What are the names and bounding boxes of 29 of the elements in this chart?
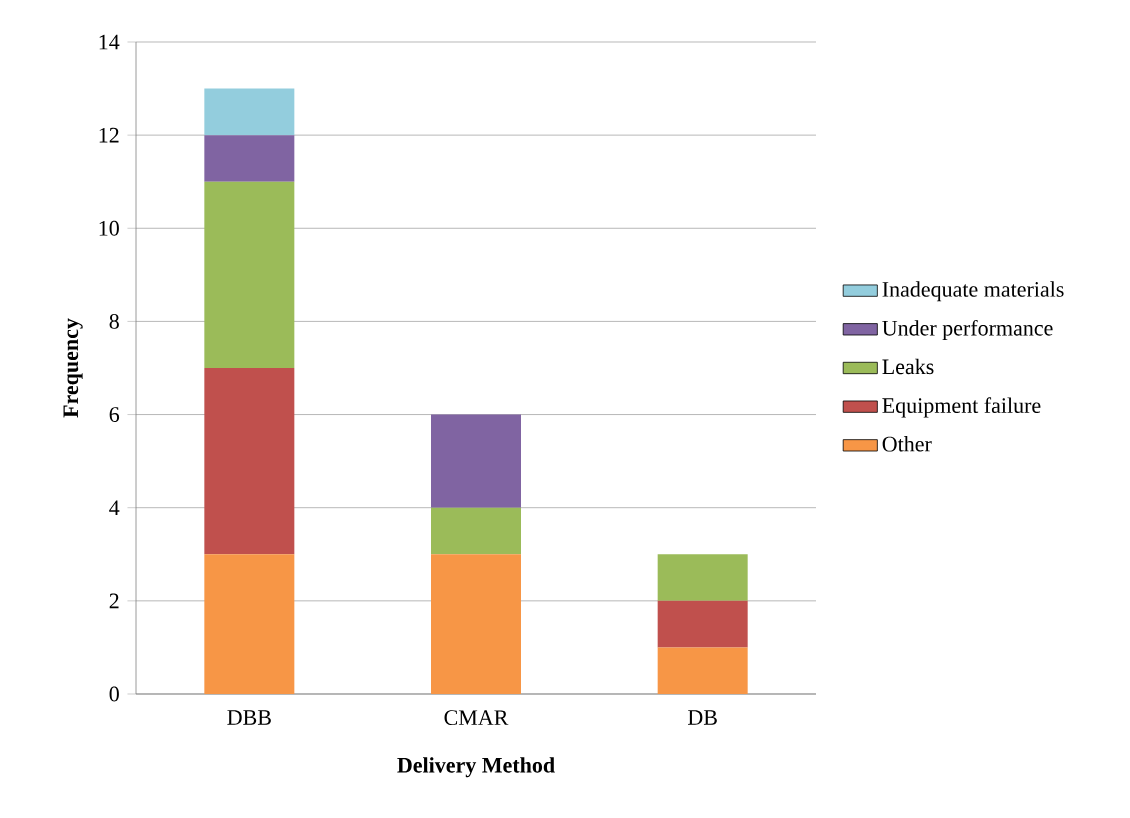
legend-label: Other: [882, 436, 932, 452]
legend-label: Equipment failure: [882, 397, 1041, 418]
y-tick-label: 4: [109, 500, 120, 515]
bar: [204, 88, 295, 136]
bar: [204, 135, 295, 182]
y-tick-label: 10: [99, 220, 119, 236]
x-tick-label: CMAR: [444, 710, 509, 726]
y-tick-label: 14: [99, 34, 120, 50]
y-axis-title: Frequency: [63, 318, 83, 418]
y-tick-label: 2: [109, 593, 119, 609]
bar: [431, 507, 521, 555]
x-axis-title: Delivery Method: [397, 757, 555, 778]
bar: [204, 367, 295, 555]
bar: [657, 647, 748, 694]
legend-label: Inadequate materials: [882, 281, 1064, 302]
bar: [657, 600, 748, 648]
legend-label: Under performance: [882, 319, 1053, 341]
y-tick-label: 6: [109, 407, 120, 422]
x-tick-label: DBB: [227, 710, 271, 725]
y-tick-label: 0: [109, 686, 119, 702]
y-tick-label: 12: [99, 127, 119, 143]
bar: [431, 414, 521, 508]
bar: [431, 554, 521, 694]
legend-label: Leaks: [882, 358, 934, 375]
bar: [204, 554, 295, 694]
y-tick-label: 8: [109, 314, 119, 329]
x-tick-label: DB: [688, 710, 717, 725]
bar: [657, 554, 748, 601]
bar: [204, 181, 295, 368]
